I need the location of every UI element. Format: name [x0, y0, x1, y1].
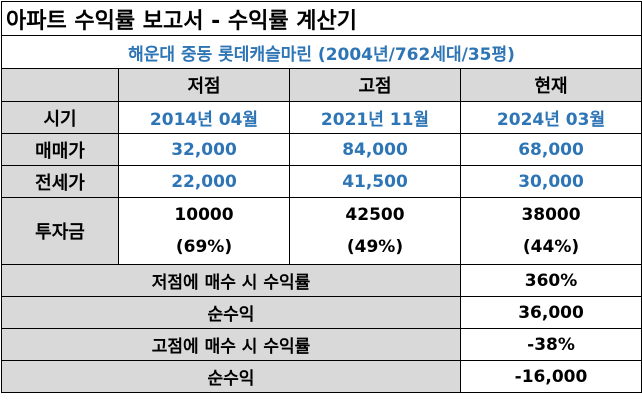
apartment-subtitle: 해운대 중동 롯데캐슬마린 (2004년/762세대/35평) [0, 35, 642, 69]
investment-current: 38000 (44%) [459, 197, 642, 265]
summary-low-return-label: 저점에 매수 시 수익률 [1, 264, 461, 297]
sale-price-low: 32,000 [118, 133, 290, 166]
investment-current-ratio: (44%) [522, 237, 580, 257]
summary-low-profit-value: 36,000 [459, 296, 642, 329]
jeonse-price-high: 41,500 [289, 165, 461, 198]
investment-high-ratio: (49%) [346, 237, 404, 257]
period-high: 2021년 11월 [289, 101, 461, 134]
profit-table: 아파트 수익률 보고서 - 수익률 계산기 해운대 중동 롯데캐슬마린 (200… [0, 1, 642, 393]
header-current: 현재 [459, 68, 642, 102]
header-low: 저점 [118, 68, 290, 102]
summary-high-return-label: 고점에 매수 시 수익률 [1, 328, 461, 361]
sale-price-label: 매매가 [1, 133, 119, 166]
jeonse-price-label: 전세가 [1, 165, 119, 198]
summary-high-profit-value: -16,000 [459, 360, 642, 393]
investment-low: 10000 (69%) [118, 197, 290, 265]
summary-low-profit-label: 순수익 [1, 296, 461, 329]
investment-low-ratio: (69%) [175, 237, 233, 257]
investment-high-amount: 42500 [345, 205, 405, 225]
summary-high-return-value: -38% [459, 328, 642, 361]
header-empty-cell [1, 68, 119, 102]
investment-current-amount: 38000 [521, 205, 581, 225]
header-high: 고점 [289, 68, 461, 102]
investment-high: 42500 (49%) [289, 197, 461, 265]
summary-high-profit-label: 순수익 [1, 360, 461, 393]
period-label: 시기 [1, 101, 119, 134]
jeonse-price-current: 30,000 [459, 165, 642, 198]
period-current: 2024년 03월 [459, 101, 642, 134]
period-low: 2014년 04월 [118, 101, 290, 134]
sale-price-high: 84,000 [289, 133, 461, 166]
summary-low-return-value: 360% [459, 264, 642, 297]
sale-price-current: 68,000 [459, 133, 642, 166]
investment-label: 투자금 [1, 197, 119, 265]
report-title: 아파트 수익률 보고서 - 수익률 계산기 [0, 1, 642, 36]
jeonse-price-low: 22,000 [118, 165, 290, 198]
investment-low-amount: 10000 [174, 205, 234, 225]
